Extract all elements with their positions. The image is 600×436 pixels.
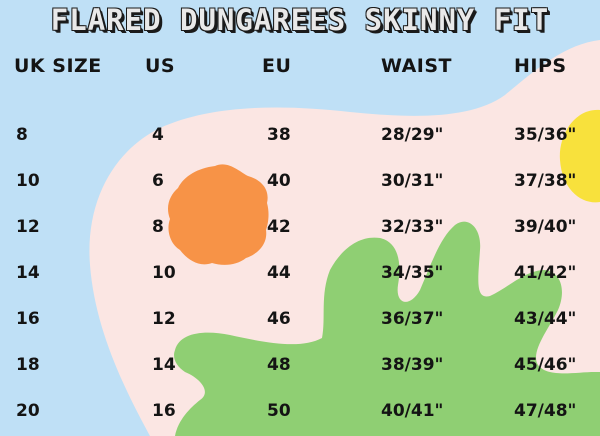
uk-size-cell: 8: [16, 125, 28, 145]
waist-cell: 28/29": [381, 125, 444, 145]
eu-size-cell: 44: [267, 263, 291, 283]
header-eu: EU: [262, 55, 292, 77]
eu-size-cell: 48: [267, 355, 291, 375]
uk-size-cell: 16: [16, 309, 40, 329]
hips-cell: 47/48": [514, 401, 577, 421]
waist-cell: 36/37": [381, 309, 444, 329]
us-size-cell: 14: [152, 355, 176, 375]
us-size-cell: 16: [152, 401, 176, 421]
uk-size-cell: 12: [16, 217, 40, 237]
chart-title: FLARED DUNGAREES SKINNY FIT: [50, 3, 550, 37]
header-waist: WAIST: [381, 55, 453, 77]
us-size-cell: 10: [152, 263, 176, 283]
uk-size-cell: 20: [16, 401, 40, 421]
orange-flower-shape: [167, 164, 269, 265]
waist-cell: 38/39": [381, 355, 444, 375]
us-size-cell: 6: [152, 171, 164, 191]
hips-cell: 43/44": [514, 309, 577, 329]
eu-size-cell: 40: [267, 171, 291, 191]
waist-cell: 30/31": [381, 171, 444, 191]
eu-size-cell: 50: [267, 401, 291, 421]
eu-size-cell: 42: [267, 217, 291, 237]
uk-size-cell: 18: [16, 355, 40, 375]
hips-cell: 45/46": [514, 355, 577, 375]
eu-size-cell: 38: [267, 125, 291, 145]
us-size-cell: 12: [152, 309, 176, 329]
green-leaf-shape: [174, 221, 600, 436]
hips-cell: 35/36": [514, 125, 577, 145]
header-hips: HIPS: [514, 55, 567, 77]
waist-cell: 40/41": [381, 401, 444, 421]
eu-size-cell: 46: [267, 309, 291, 329]
uk-size-cell: 14: [16, 263, 40, 283]
uk-size-cell: 10: [16, 171, 40, 191]
hips-cell: 39/40": [514, 217, 577, 237]
waist-cell: 32/33": [381, 217, 444, 237]
waist-cell: 34/35": [381, 263, 444, 283]
hips-cell: 41/42": [514, 263, 577, 283]
us-size-cell: 4: [152, 125, 164, 145]
header-us: US: [145, 55, 176, 77]
yellow-blob-shape: [559, 109, 600, 203]
hips-cell: 37/38": [514, 171, 577, 191]
us-size-cell: 8: [152, 217, 164, 237]
header-uk-size: UK SIZE: [14, 55, 102, 77]
